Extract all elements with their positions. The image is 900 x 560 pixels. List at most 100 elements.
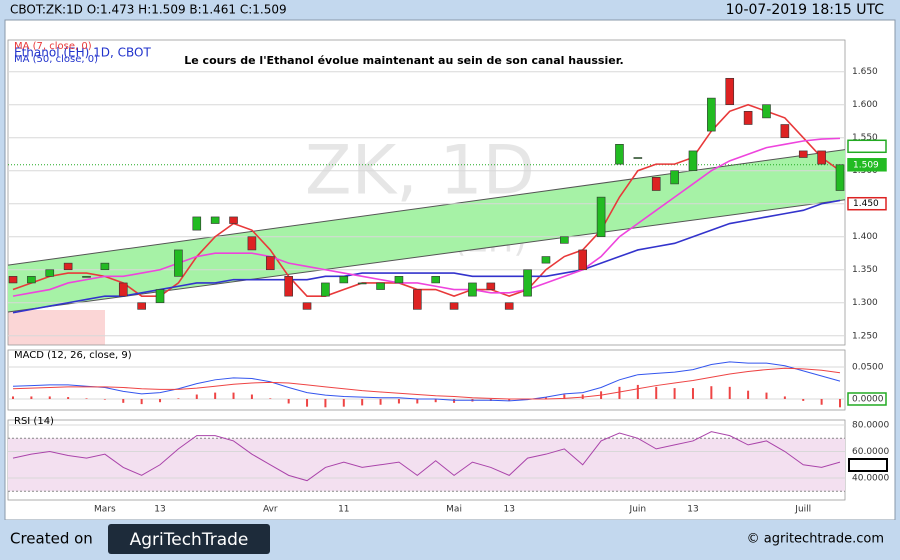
pane-title: MACD (12, 26, close, 9) [14, 350, 132, 361]
histogram-bar [710, 386, 713, 399]
candle [321, 282, 330, 297]
histogram-bar [306, 398, 309, 407]
channel-upper [7, 149, 846, 266]
histogram-bar [269, 398, 272, 399]
candle [670, 170, 679, 185]
candle [302, 302, 312, 310]
histogram-bar [30, 396, 33, 399]
price-box [847, 158, 887, 172]
histogram-bar [691, 388, 694, 399]
candle [210, 216, 220, 224]
histogram-bar [177, 398, 180, 399]
y-tick-label: 1.650 [852, 67, 878, 77]
histogram-bar [122, 398, 125, 403]
datetime: 10-07-2019 18:15 UTC [726, 2, 885, 18]
histogram-bar [765, 392, 768, 399]
candle [596, 196, 606, 238]
zone [8, 310, 105, 345]
y-tick-label: 1.600 [852, 100, 878, 110]
line-series [12, 199, 841, 314]
price-box [847, 139, 887, 154]
candle [265, 256, 275, 271]
candle [174, 249, 183, 277]
histogram-bar [232, 392, 235, 399]
candle [284, 276, 293, 297]
x-tick-label: 13 [154, 505, 165, 515]
candle [707, 97, 716, 132]
line-series [12, 103, 841, 297]
candle [229, 216, 238, 224]
candle [817, 150, 826, 165]
histogram-bar [324, 398, 327, 408]
histogram-bar [820, 398, 823, 405]
candle [486, 282, 496, 290]
candle [523, 269, 532, 297]
histogram-bar [563, 394, 566, 399]
x-tick-label: Mars [94, 505, 116, 515]
y-tick-label: 1.350 [852, 265, 878, 275]
pane-title: RSI (14) [14, 416, 54, 427]
candle [137, 302, 146, 310]
candle [100, 262, 110, 271]
histogram-bar [48, 396, 51, 399]
price-label: 1.509 [853, 160, 879, 170]
candle [688, 150, 698, 172]
histogram-bar [453, 398, 456, 403]
histogram-bar [67, 397, 70, 399]
candle [413, 289, 422, 310]
candle [541, 256, 551, 264]
histogram-bar [103, 398, 106, 400]
candle [357, 282, 367, 285]
candle [560, 236, 569, 244]
candle [835, 164, 845, 191]
histogram-bar [195, 394, 198, 399]
candle [449, 302, 459, 310]
candle [578, 249, 588, 271]
histogram-bar [250, 394, 253, 399]
line-series [12, 137, 841, 297]
candle [82, 276, 91, 278]
logo-box [108, 524, 270, 554]
histogram-bar [214, 392, 217, 399]
x-tick-label: Juin [629, 505, 647, 515]
histogram-bar [416, 398, 419, 404]
price-label: 1.450 [853, 199, 879, 209]
candle [504, 302, 514, 310]
candle [45, 269, 55, 277]
line-series [12, 367, 841, 400]
histogram-bar [140, 398, 143, 405]
line-series [12, 431, 841, 482]
candle [633, 157, 643, 159]
y-tick-label: 0.0500 [852, 363, 884, 373]
legend-entry: Ethanol (EH) 1D, CBOT [14, 46, 151, 60]
x-tick-label: 13 [503, 505, 514, 515]
symbol-info: CBOT:ZK:1D O:1.473 H:1.509 B:1.461 C:1.5… [10, 3, 287, 17]
channel-lower [7, 199, 846, 313]
candle [27, 276, 36, 284]
histogram-bar [618, 386, 621, 399]
rsi-band [8, 438, 845, 492]
histogram-bar [802, 398, 805, 401]
candle [155, 289, 165, 304]
y-tick-label: 0.0000 [852, 394, 884, 404]
candle [247, 236, 257, 251]
y-tick-label: 1.250 [852, 331, 878, 341]
histogram-bar [287, 398, 290, 404]
histogram-bar [783, 396, 786, 399]
histogram-bar [508, 398, 511, 401]
x-tick-label: Mai [446, 505, 462, 515]
logo: AgriTechTrade [130, 530, 249, 550]
histogram-bar [839, 398, 841, 408]
value-box [848, 458, 888, 472]
legend-entry: MA (50, close, 0) [14, 54, 98, 65]
y-tick-label: 1.400 [852, 232, 878, 242]
histogram-bar [342, 398, 345, 407]
histogram-bar [655, 386, 658, 399]
y-tick-label: 1.550 [852, 133, 878, 143]
candle [468, 282, 477, 297]
histogram-bar [728, 386, 731, 399]
histogram-bar [159, 398, 162, 403]
candle [376, 282, 385, 290]
